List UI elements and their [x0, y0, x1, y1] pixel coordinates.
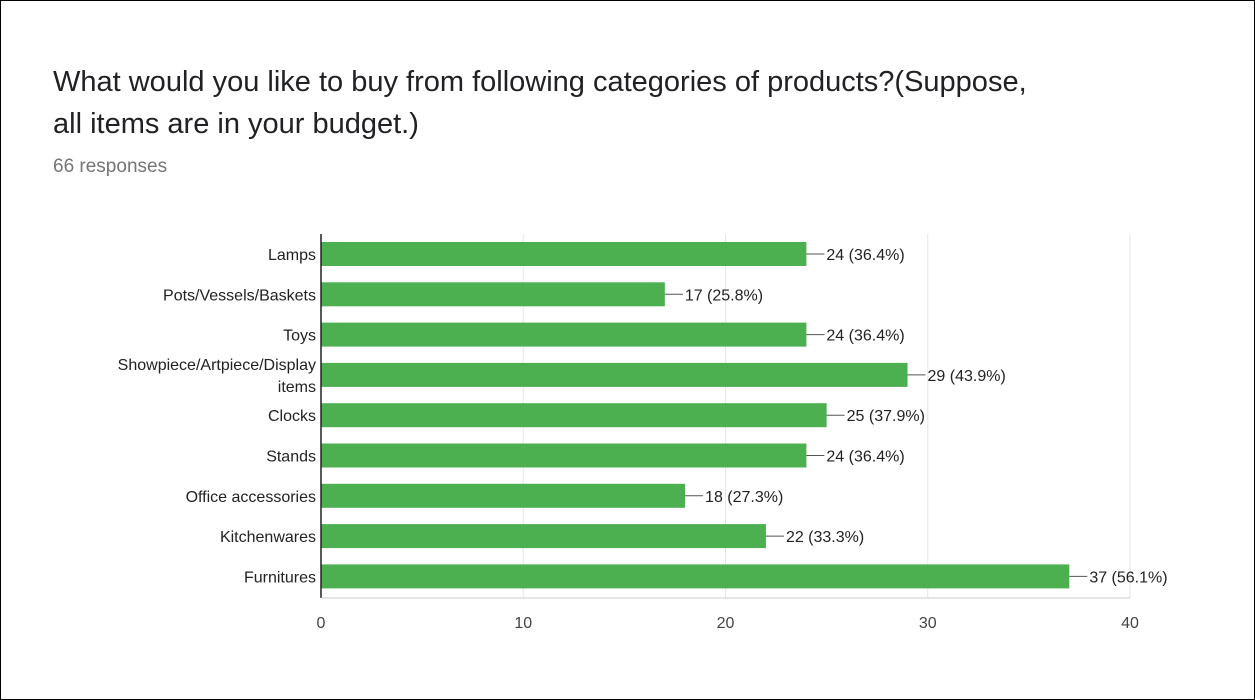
data-label: 24 (36.4%) [826, 247, 904, 264]
x-tick-label: 10 [514, 615, 532, 632]
response-count: 66 responses [53, 156, 168, 177]
x-tick-label: 20 [717, 615, 735, 632]
data-label: 17 (25.8%) [685, 287, 763, 304]
bar [321, 242, 807, 266]
data-label: 37 (56.1%) [1089, 569, 1167, 586]
data-label: 18 (27.3%) [705, 489, 783, 506]
data-label: 22 (33.3%) [786, 529, 864, 546]
bar [321, 524, 766, 549]
bar [321, 564, 1070, 589]
data-label: 25 (37.9%) [847, 408, 925, 425]
category-label: items [278, 379, 316, 396]
category-label: Clocks [268, 408, 316, 425]
x-tick-label: 0 [317, 615, 326, 632]
bar [321, 483, 686, 508]
x-tick-label: 30 [919, 615, 937, 632]
x-tick-label: 40 [1121, 615, 1139, 632]
category-label: Pots/Vessels/Baskets [163, 287, 316, 304]
bar [321, 443, 807, 468]
question-title: What would you like to buy from followin… [53, 66, 1027, 140]
bar [321, 322, 807, 347]
data-label: 24 (36.4%) [826, 449, 904, 466]
category-label: Furnitures [244, 569, 316, 586]
category-label: Kitchenwares [220, 529, 316, 546]
category-label: Office accessories [186, 489, 316, 506]
bar [321, 403, 827, 428]
category-label: Lamps [268, 247, 316, 264]
category-label: Toys [283, 328, 316, 345]
data-label: 29 (43.9%) [928, 368, 1006, 385]
bar [321, 282, 665, 307]
bar [321, 362, 908, 387]
category-label: Showpiece/Artpiece/Display [118, 357, 316, 374]
data-label: 24 (36.4%) [826, 328, 904, 345]
category-label: Stands [266, 449, 316, 466]
